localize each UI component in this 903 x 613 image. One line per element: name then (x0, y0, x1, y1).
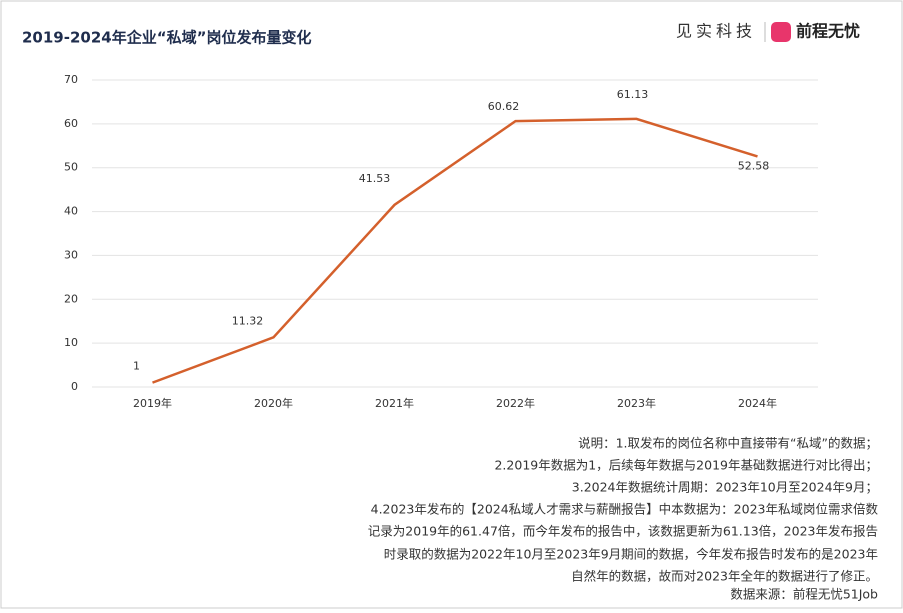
note: 2.2019年数据为1，后续每年数据与2019年基础数据进行对比得出； (494, 458, 878, 473)
y-tick-label: 0 (71, 380, 78, 393)
x-tick-label: 2022年 (496, 396, 535, 410)
note: 时录取的数据为2022年10月至2023年9月期间的数据，今年发布报告时发布的是… (384, 547, 878, 562)
note: 记录为2019年的61.47倍，而今年发布的报告中，该数据更新为61.13倍，2… (368, 524, 878, 539)
y-tick-label: 10 (64, 336, 78, 349)
y-tick-label: 70 (64, 73, 78, 86)
note: 4.2023年发布的【2024私域人才需求与薪酬报告】中本数据为：2023年私域… (371, 502, 879, 517)
y-tick-label: 30 (64, 248, 78, 261)
x-tick-label: 2024年 (738, 396, 777, 410)
y-tick-label: 60 (64, 117, 78, 130)
y-tick-label: 20 (64, 292, 78, 305)
data-label: 11.32 (232, 314, 264, 327)
note: 3.2024年数据统计周期：2023年10月至2024年9月； (572, 480, 878, 495)
y-tick-label: 50 (64, 161, 78, 174)
y-tick-label: 40 (64, 205, 78, 218)
data-label: 60.62 (488, 100, 520, 113)
line (152, 117, 758, 384)
x-tick-label: 2023年 (617, 396, 656, 410)
data-label: 52.58 (738, 159, 770, 172)
note: 数据来源：前程无忧51Job (730, 587, 878, 602)
data-label: 41.53 (359, 172, 391, 185)
data-label: 1 (133, 360, 140, 373)
note: 说明：1.取发布的岗位名称中直接带有“私域”的数据； (578, 436, 878, 451)
brand: 见实科技 (676, 22, 756, 41)
brand: 前程无忧 (796, 22, 860, 41)
brand-icon (771, 22, 791, 42)
note: 自然年的数据，故而对2023年全年的数据进行了修正。 (571, 569, 878, 584)
chart-title: 2019-2024年企业“私域”岗位发布量变化 (22, 29, 311, 47)
data-label: 61.13 (617, 88, 649, 101)
x-tick-label: 2020年 (254, 396, 293, 410)
x-tick-label: 2021年 (375, 396, 414, 410)
x-tick-label: 2019年 (133, 396, 172, 410)
